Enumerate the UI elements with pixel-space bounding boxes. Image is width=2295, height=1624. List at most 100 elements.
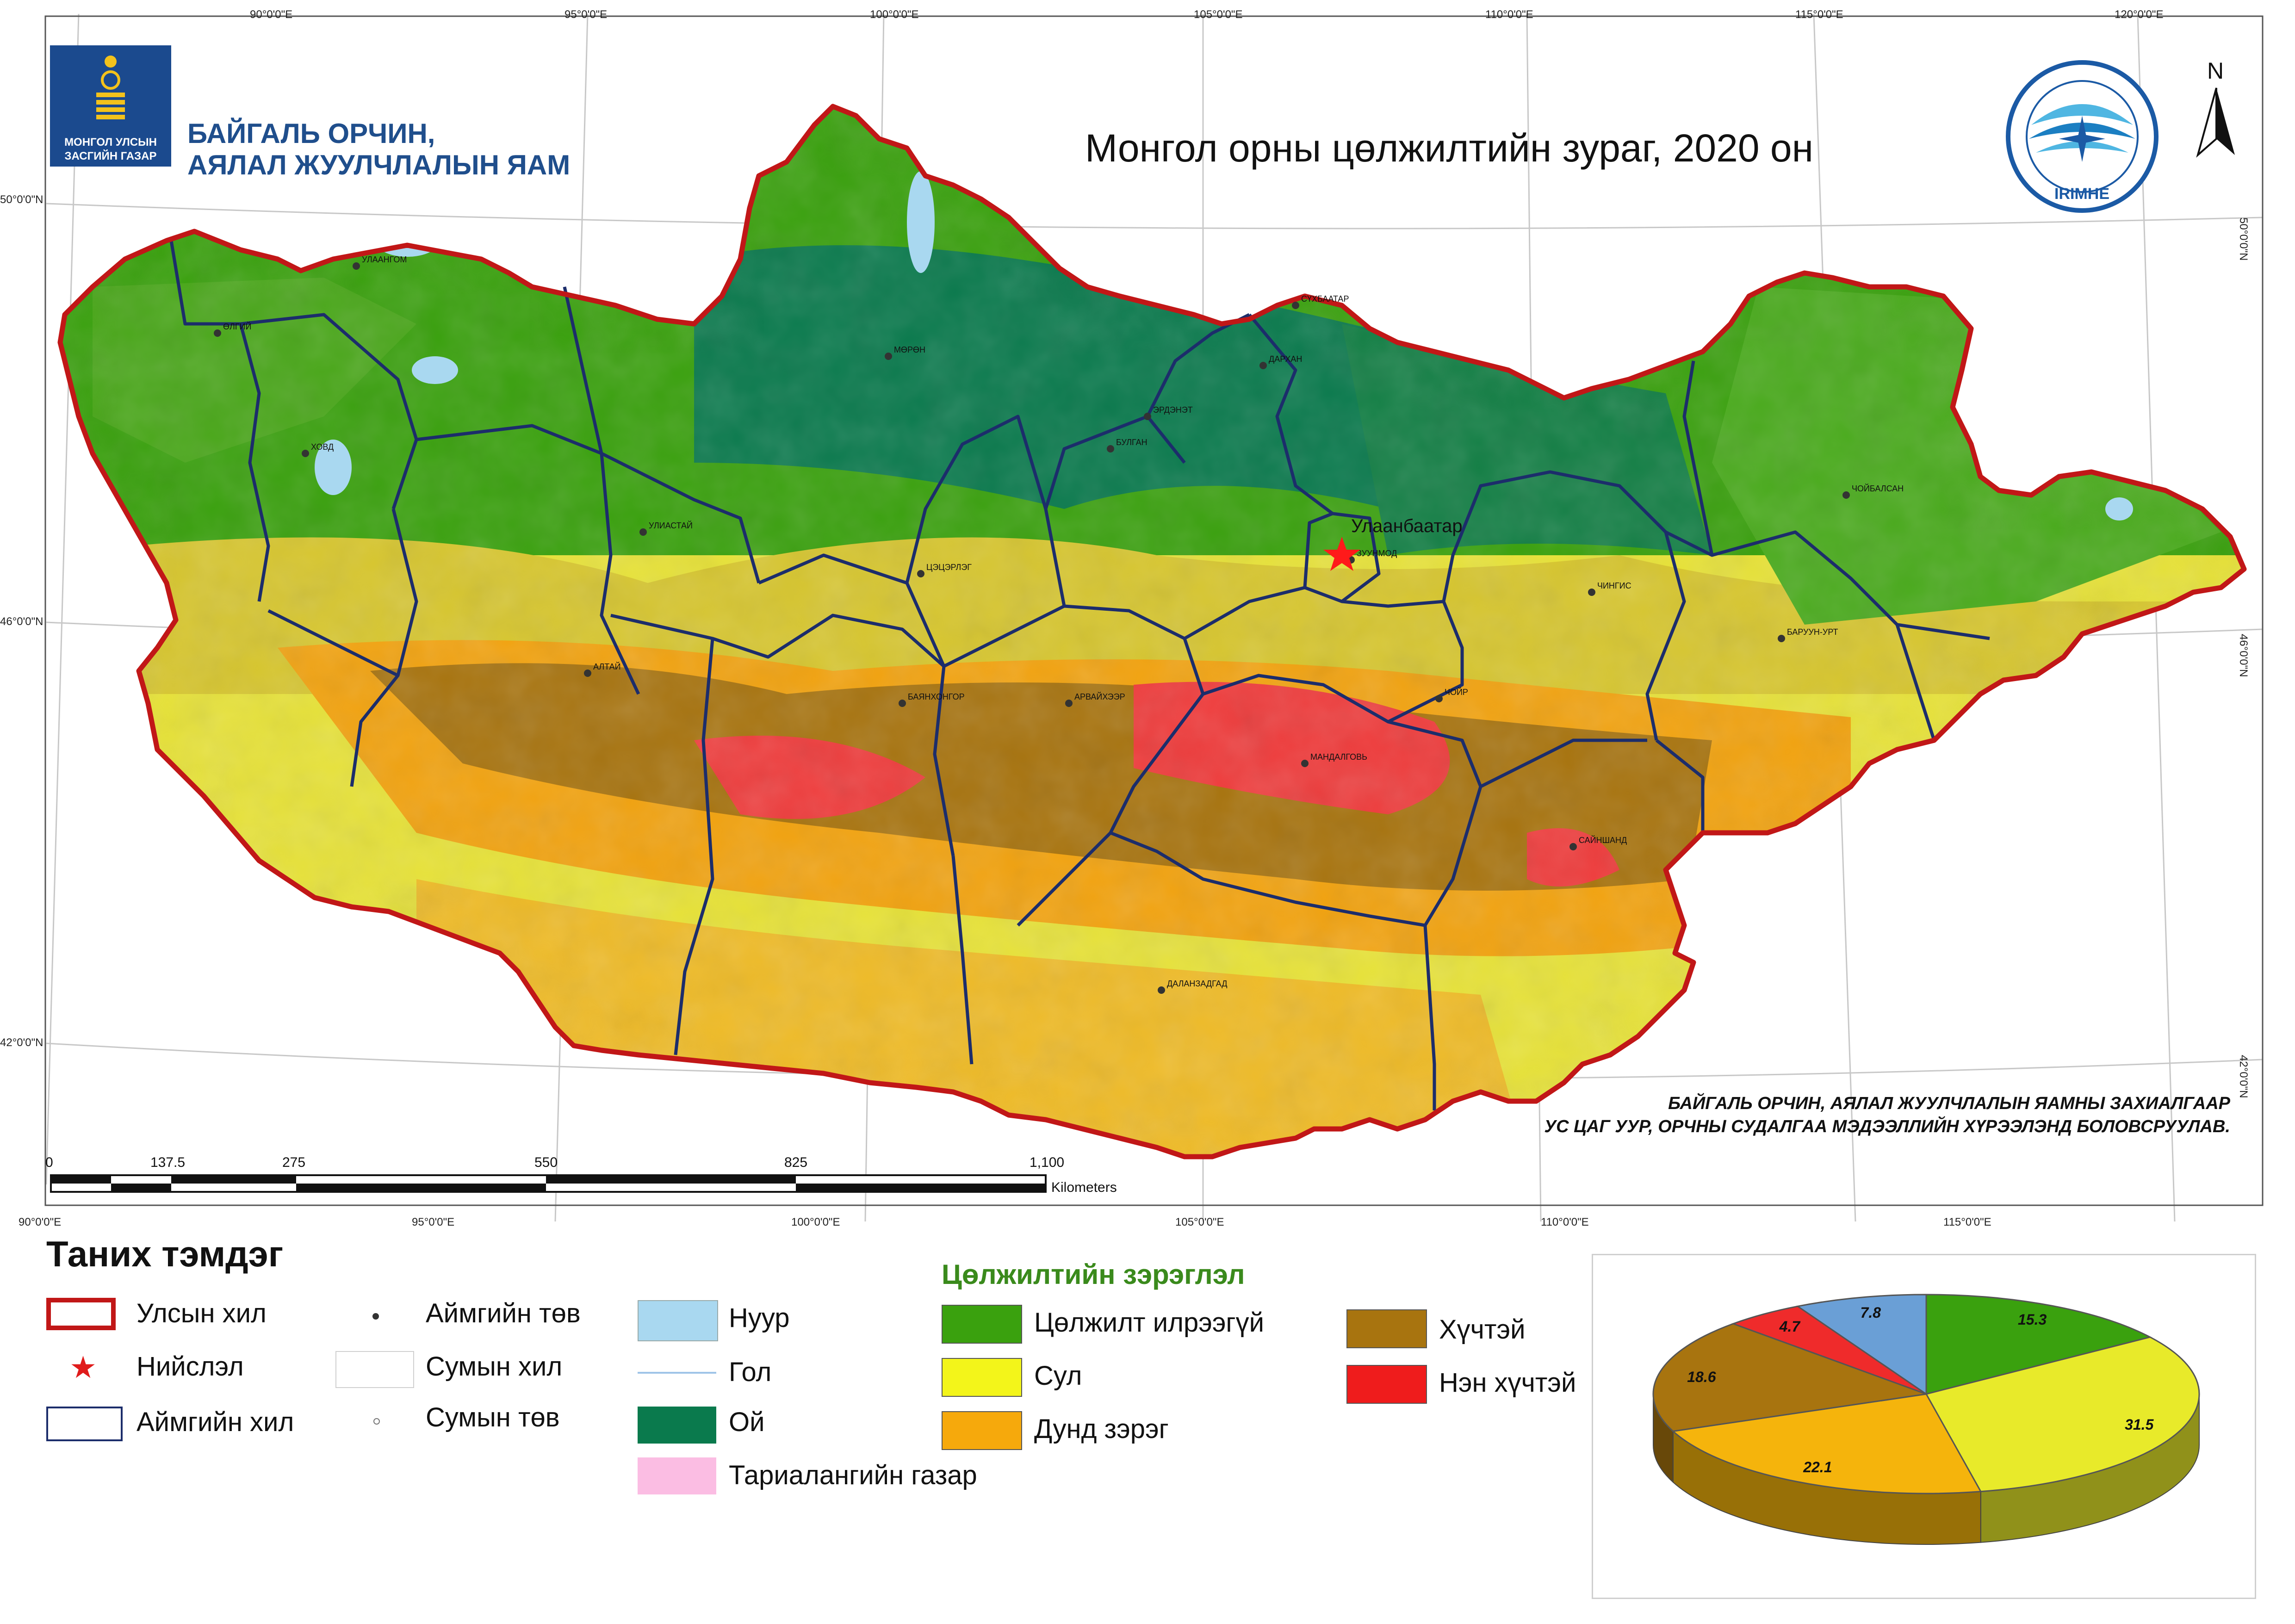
aimag-center-dot [899, 700, 906, 707]
pie-chart-frame: 15.3 31.5 22.1 18.6 4.7 7.8 [1592, 1254, 2256, 1599]
pie-slice [1731, 1305, 1927, 1395]
scale-bar [50, 1174, 1047, 1193]
scale-label-4: 825 [784, 1155, 808, 1170]
aimag-boundaries [169, 240, 1990, 1110]
legend-national-border-swatch [46, 1298, 116, 1330]
aimag-center-label: МӨРӨН [894, 345, 925, 354]
legend-river: Гол [729, 1357, 772, 1387]
legend-aimag-border-swatch [46, 1407, 123, 1441]
aimag-center-label: УЛИАСТАЙ [649, 521, 693, 530]
aimag-center-dot [1778, 635, 1785, 642]
aimag-center: МӨРӨН [885, 345, 925, 360]
pie-slice-label: 15.3 [2018, 1311, 2047, 1328]
coord-bottom-90: 90°0'0"E [19, 1216, 62, 1228]
credit-text: БАЙГАЛЬ ОРЧИН, АЯЛАЛ ЖУУЛЧЛАЛЫН ЯАМНЫ ЗА… [1203, 1092, 2230, 1138]
ministry-name: БАЙГАЛЬ ОРЧИН, АЯЛАЛ ЖУУЛЧЛАЛЫН ЯАМ [187, 118, 604, 181]
aimag-center-label: ДАЛАНЗАДГАД [1167, 979, 1227, 988]
pie-slice [1925, 1294, 2152, 1395]
classes-title: Цөлжилтийн зэрэглэл [942, 1259, 1245, 1290]
government-emblem: МОНГОЛ УЛСЫН ЗАСГИЙН ГАЗАР [50, 45, 171, 167]
scale-label-5: 1,100 [1030, 1155, 1065, 1170]
pie-slice [1671, 1393, 1982, 1494]
aimag-center-dot [1435, 695, 1443, 702]
aimag-center-dot [1292, 302, 1299, 309]
aimag-center: ЧИНГИС [1588, 581, 1631, 596]
emblem-text-1: МОНГОЛ УЛСЫН [64, 136, 157, 149]
aimag-center: УЛААНГОМ [353, 255, 407, 270]
legend-sum-border: Сумын хил [426, 1351, 563, 1382]
aimag-center-dot [584, 669, 591, 677]
pie-slice [1796, 1294, 1927, 1395]
aimag-center-dot [917, 570, 924, 577]
aimag-center-label: САЙНШАНД [1579, 835, 1627, 845]
legend-sum-border-swatch [335, 1351, 414, 1388]
coord-bottom-110: 110°0'0"E [1541, 1216, 1589, 1228]
coord-top-90: 90°0'0"E [250, 8, 293, 21]
aimag-center-label: ЧОЙБАЛСАН [1852, 483, 1904, 493]
scale-unit: Kilometers [1051, 1180, 1117, 1195]
irimhe-label: IRIMHE [2054, 185, 2109, 203]
legend-sum-center: Сумын төв [426, 1402, 560, 1432]
aimag-center: ЦЭЦЭРЛЭГ [917, 563, 972, 577]
aimag-center: ӨЛГИЙ [214, 322, 251, 337]
aimag-center: САЙНШАНД [1569, 835, 1627, 850]
aimag-center-label: ДАРХАН [1269, 354, 1302, 364]
aimag-center-label: ЭРДЭНЭТ [1153, 405, 1193, 415]
coord-left-42: 42°0'0"N [0, 1036, 43, 1049]
aimag-center-dot [639, 528, 647, 536]
aimag-center-label: БУЛГАН [1116, 438, 1148, 447]
north-label: N [2207, 58, 2224, 84]
aimag-center: ЧОЙР [1435, 687, 1468, 702]
aimag-center-label: ЦЭЦЭРЛЭГ [926, 563, 972, 572]
aimag-center: БАРУУН-УРТ [1778, 627, 1838, 642]
aimag-center: БУЛГАН [1107, 438, 1148, 452]
legend-forest-swatch [638, 1407, 716, 1444]
aimag-center-label: ХОВД [311, 442, 334, 452]
aimag-center-dot [353, 262, 360, 270]
legend-lake: Нуур [729, 1303, 790, 1333]
coord-bottom-95: 95°0'0"E [412, 1216, 455, 1228]
coord-top-105: 105°0'0"E [1194, 8, 1243, 21]
coord-bottom-105: 105°0'0"E [1175, 1216, 1224, 1228]
pie-slice [1925, 1336, 2200, 1493]
aimag-center-dot [302, 450, 309, 457]
coord-bottom-115: 115°0'0"E [1943, 1216, 1991, 1228]
national-border [57, 104, 2247, 1159]
aimag-center-dot [214, 329, 221, 337]
class-weak-label: Сул [1034, 1361, 1082, 1391]
aimag-center: ХОВД [302, 442, 334, 457]
legend-title: Таних тэмдэг [46, 1233, 284, 1274]
class-weak-swatch [942, 1358, 1022, 1397]
class-none-label: Цөлжилт илрээгүй [1034, 1308, 1264, 1338]
aimag-center-label: АРВАЙХЭЭР [1074, 692, 1125, 701]
aimag-center-dot [1301, 760, 1309, 767]
pie-slice-label: 7.8 [1861, 1304, 1881, 1321]
pie-slice-label: 22.1 [1803, 1459, 1832, 1475]
aimag-center: ДАЛАНЗАДГАД [1158, 979, 1227, 994]
aimag-center-dot [1158, 986, 1165, 994]
aimag-center: ЧОЙБАЛСАН [1842, 483, 1904, 499]
pie-slice-label: 4.7 [1779, 1318, 1801, 1335]
legend-aimag-border: Аймгийн хил [136, 1407, 294, 1437]
map-title: Монгол орны цөлжилтийн зураг, 2020 он [1085, 126, 1814, 170]
aimag-center-label: ӨЛГИЙ [223, 322, 251, 331]
emblem-text-2: ЗАСГИЙН ГАЗАР [64, 150, 157, 162]
aimag-center-dot [1107, 445, 1114, 452]
scale-label-0: 0 [45, 1155, 53, 1170]
credit-line-2: УС ЦАГ УУР, ОРЧНЫ СУДАЛГАА МЭДЭЭЛЛИЙН ХҮ… [1544, 1117, 2230, 1136]
pie-slice-label: 18.6 [1687, 1369, 1716, 1385]
aimag-center-label: МАНДАЛГОВЬ [1310, 752, 1367, 762]
legend-capital: Нийслэл [136, 1351, 244, 1382]
aimag-center: АЛТАЙ [584, 662, 621, 677]
aimag-center-label: ЗУУНМОД [1357, 549, 1397, 558]
coord-right-42: 42°0'0"N [2237, 1055, 2250, 1098]
legend-national-border: Улсын хил [136, 1298, 267, 1328]
lake-khyargas [412, 356, 458, 384]
coord-top-95: 95°0'0"E [564, 8, 608, 21]
aimag-center-dot-icon [372, 1313, 379, 1320]
aimag-center-dot [1259, 362, 1267, 369]
coord-top-120: 120°0'0"E [2115, 8, 2164, 21]
legend-cropland: Тариалангийн газар [729, 1460, 977, 1490]
soyombo-icon [94, 56, 127, 130]
